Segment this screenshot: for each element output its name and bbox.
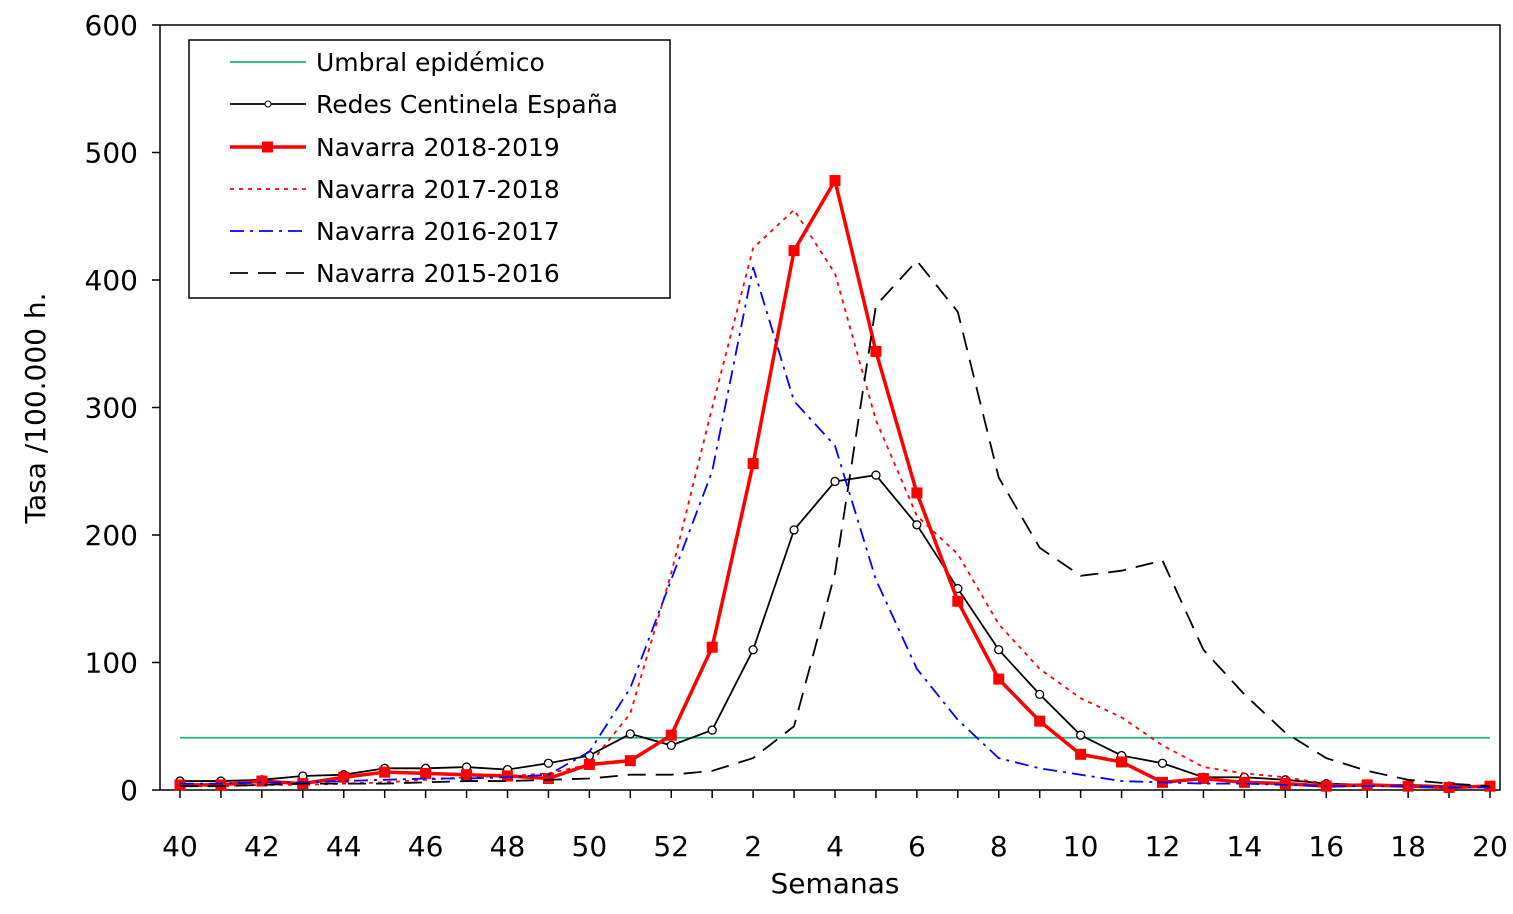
y-tick-label: 600 [85, 9, 138, 42]
point [707, 725, 717, 735]
legend-box [188, 39, 671, 299]
point [1238, 776, 1250, 788]
point [1197, 773, 1209, 785]
legend-label: Redes Centinela España [316, 90, 618, 119]
x-tick-label: 10 [1063, 830, 1099, 863]
point [174, 779, 186, 791]
x-tick-label: 44 [326, 830, 362, 863]
point [1320, 780, 1332, 792]
series-line [180, 266, 1490, 789]
y-tick-label: 100 [85, 647, 138, 680]
point [871, 470, 881, 480]
point [706, 641, 718, 653]
y-tick-label: 500 [85, 137, 138, 170]
x-tick-label: 42 [244, 830, 280, 863]
series-line [180, 474, 1490, 788]
x-tick-label: 48 [490, 830, 526, 863]
point [461, 769, 473, 781]
point [1279, 778, 1291, 790]
point [1075, 748, 1087, 760]
legend-label: Umbral epidémico [316, 48, 545, 77]
point [830, 476, 840, 487]
point [420, 767, 432, 779]
legend-label: Navarra 2016-2017 [316, 217, 560, 246]
point [256, 775, 268, 787]
x-axis-label: Semanas [771, 867, 900, 900]
point [952, 595, 964, 607]
x-tick-label: 20 [1472, 830, 1508, 863]
point [379, 766, 391, 778]
point [747, 458, 759, 470]
legend-marker [264, 100, 272, 108]
x-tick-label: 4 [826, 830, 844, 863]
point [1034, 715, 1046, 727]
point [789, 525, 799, 535]
point [1075, 730, 1086, 740]
point [542, 773, 554, 785]
point [625, 729, 635, 739]
x-tick-label: 50 [572, 830, 608, 863]
point [993, 673, 1005, 685]
point [338, 771, 350, 783]
x-tick-label: 14 [1227, 830, 1263, 863]
legend-label: Navarra 2015-2016 [316, 259, 560, 288]
point [912, 520, 922, 530]
x-tick-label: 46 [408, 830, 444, 863]
y-tick-label: 0 [120, 774, 138, 807]
point [543, 758, 554, 768]
y-axis-label: Tasa /100.000 h. [19, 292, 52, 524]
x-tick-label: 18 [1390, 830, 1426, 863]
point [1035, 689, 1045, 700]
point [1157, 758, 1168, 768]
x-tick-label: 16 [1308, 830, 1344, 863]
y-tick-label: 300 [85, 392, 138, 425]
point [994, 645, 1004, 655]
x-tick-label: 52 [653, 830, 689, 863]
point [583, 759, 595, 770]
legend-label: Navarra 2018-2019 [316, 133, 560, 162]
point [624, 755, 636, 767]
point [665, 729, 677, 741]
series-line [180, 208, 1491, 789]
x-tick-label: 6 [908, 830, 926, 863]
point [870, 345, 882, 357]
legend-marker [262, 141, 273, 153]
legend-label: Navarra 2017-2018 [316, 175, 560, 204]
x-tick-label: 2 [744, 830, 762, 863]
point [1116, 756, 1128, 768]
point [666, 740, 676, 751]
y-tick-label: 200 [85, 519, 138, 552]
x-tick-label: 40 [162, 830, 198, 863]
series-line [180, 259, 1491, 788]
y-tick-label: 400 [85, 264, 138, 297]
point [911, 487, 923, 499]
x-tick-label: 8 [990, 830, 1008, 863]
point [215, 779, 227, 791]
point [788, 245, 800, 257]
x-tick-label: 12 [1145, 830, 1181, 863]
point [829, 175, 841, 187]
point [748, 645, 758, 655]
point [1402, 780, 1414, 792]
